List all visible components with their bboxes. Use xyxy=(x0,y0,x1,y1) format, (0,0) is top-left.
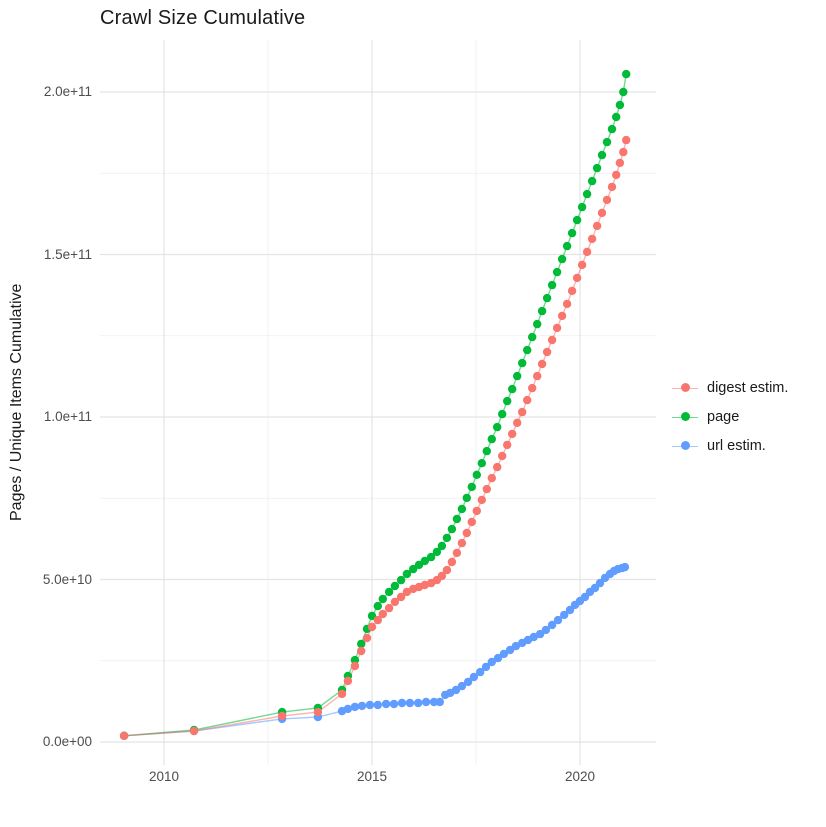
legend-label: url estim. xyxy=(707,438,766,454)
y-tick-1.0e+11: 1.0e+11 xyxy=(43,409,92,424)
legend: digest estim. page url estim. xyxy=(672,379,788,455)
legend-key-page xyxy=(672,408,698,426)
legend-key-digest-estim xyxy=(672,379,698,397)
legend-label: digest estim. xyxy=(707,380,789,396)
y-axis-title: Pages / Unique Items Cumulative xyxy=(8,283,25,522)
legend-item-page: page xyxy=(672,408,788,426)
series-points-digest-estim- xyxy=(119,135,631,740)
x-tick-2010: 2010 xyxy=(148,769,180,784)
legend-label: page xyxy=(707,409,740,425)
chart-title: Crawl Size Cumulative xyxy=(100,7,306,29)
legend-point-icon xyxy=(680,441,690,450)
legend-point-icon xyxy=(680,412,690,421)
series-points-page xyxy=(119,69,631,740)
y-tick-2.0e+11: 2.0e+11 xyxy=(43,84,92,99)
x-tick-2015: 2015 xyxy=(356,769,388,784)
legend-item-digest-estim: digest estim. xyxy=(672,379,788,397)
legend-item-url-estim: url estim. xyxy=(672,437,788,455)
gridlines xyxy=(100,40,656,765)
series-line-digest-estim- xyxy=(124,139,627,737)
y-tick-5.0e+10: 5.0e+10 xyxy=(42,571,92,587)
series-line-url-estim- xyxy=(124,566,626,737)
y-tick-0.0e+00: 0.0e+00 xyxy=(42,734,92,749)
legend-key-url-estim xyxy=(672,437,698,455)
series-points-url-estim- xyxy=(119,562,630,740)
y-tick-1.5e+11: 1.5e+11 xyxy=(43,246,92,262)
x-tick-2020: 2020 xyxy=(564,769,596,784)
legend-point-icon xyxy=(680,383,690,392)
